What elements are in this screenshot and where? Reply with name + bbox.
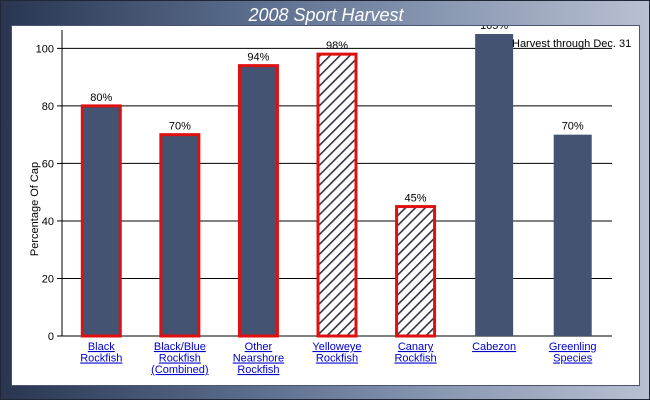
category-link-3[interactable]: Yelloweye Rockfish	[312, 341, 361, 365]
value-label-4: 45%	[405, 193, 427, 205]
category-link-5[interactable]: Cabezon	[472, 341, 516, 353]
plot-panel: 0 20 40 60 80 100 80% Black Rockfish 70% Black/Blu…	[11, 25, 640, 386]
bar-0	[80, 104, 122, 338]
category-link-4[interactable]: Canary Rockfish	[394, 341, 436, 365]
category-line[interactable]: Other	[245, 341, 273, 353]
y-tick-label: 80	[42, 101, 54, 113]
category-line[interactable]: Cabezon	[472, 341, 516, 353]
category-line[interactable]: Nearshore	[233, 353, 284, 365]
y-tick-label: 100	[36, 43, 54, 55]
category-line[interactable]: Black/Blue	[154, 341, 206, 353]
chart-title: 2008 Sport Harvest	[248, 5, 404, 25]
bar-4	[395, 205, 437, 338]
bar-5	[475, 34, 514, 336]
category-line[interactable]: Greenling	[549, 341, 597, 353]
category-line[interactable]: Species	[553, 353, 593, 365]
bar-2	[237, 64, 279, 338]
value-label-5: 105%	[480, 26, 508, 32]
value-label-0: 80%	[90, 92, 112, 104]
category-line[interactable]: Rockfish	[394, 353, 436, 365]
bar-1	[159, 133, 201, 338]
category-link-0[interactable]: Black Rockfish	[80, 341, 122, 365]
y-axis-label: Percentage Of Cap	[29, 162, 41, 256]
y-tick-label: 60	[42, 158, 54, 170]
y-tick-label: 20	[42, 273, 54, 285]
value-label-3: 98%	[326, 40, 348, 52]
value-label-2: 94%	[247, 52, 269, 64]
category-line[interactable]: Rockfish	[80, 353, 122, 365]
bar-3	[316, 52, 358, 338]
y-tick-label: 0	[48, 331, 54, 343]
category-line[interactable]: Yelloweye	[312, 341, 361, 353]
value-label-6: 70%	[562, 121, 584, 133]
y-tick-label: 40	[42, 216, 54, 228]
category-line[interactable]: Canary	[398, 341, 434, 353]
value-label-1: 70%	[169, 121, 191, 133]
category-line[interactable]: Rockfish	[316, 353, 358, 365]
category-line[interactable]: Rockfish	[159, 353, 201, 365]
category-link-1[interactable]: Black/Blue Rockfish (Combined)	[151, 341, 208, 376]
category-line[interactable]: Black	[88, 341, 115, 353]
category-line[interactable]: Rockfish	[237, 364, 279, 376]
category-link-2[interactable]: Other Nearshore Rockfish	[233, 341, 284, 376]
category-link-6[interactable]: Greenling Species	[549, 341, 597, 365]
harvest-annotation: Harvest through Dec. 31	[512, 38, 631, 50]
bar-6	[553, 134, 592, 336]
category-line[interactable]: (Combined)	[151, 364, 208, 376]
